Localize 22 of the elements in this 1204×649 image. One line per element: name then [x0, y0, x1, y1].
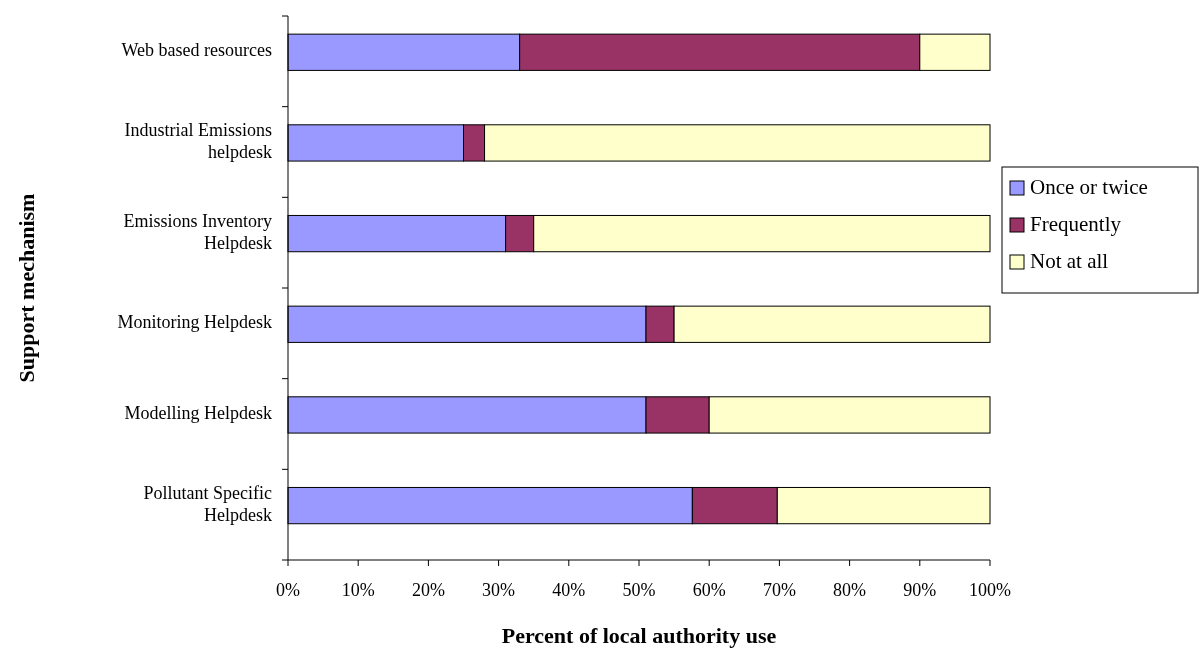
x-axis-title: Percent of local authority use	[501, 623, 777, 648]
x-tick-label: 30%	[482, 580, 516, 600]
y-tick-label: Web based resources	[121, 40, 272, 61]
x-tick-label: 100%	[969, 580, 1011, 600]
x-tick-label: 40%	[552, 580, 586, 600]
x-tick-label: 80%	[833, 580, 867, 600]
x-tick-label: 10%	[341, 580, 375, 600]
y-tick-label: Emissions Inventory Helpdesk	[123, 210, 272, 253]
x-tick-label: 90%	[903, 580, 937, 600]
y-axis-title: Support mechanism	[14, 193, 39, 383]
x-tick-label: 70%	[762, 580, 796, 600]
x-tick-label: 20%	[411, 580, 445, 600]
legend-label: Not at all	[1030, 249, 1109, 273]
legend-label: Once or twice	[1030, 175, 1148, 199]
y-tick-label: Industrial Emissions helpdesk	[124, 120, 272, 163]
x-tick-label: 60%	[692, 580, 726, 600]
legend-label: Frequently	[1030, 212, 1122, 236]
y-tick-label: Modelling Helpdesk	[124, 403, 272, 424]
y-tick-label: Monitoring Helpdesk	[117, 312, 272, 333]
y-tick-label: Pollutant Specific Helpdesk	[143, 482, 272, 525]
x-tick-label: 50%	[622, 580, 656, 600]
x-tick-label: 0%	[276, 580, 300, 600]
